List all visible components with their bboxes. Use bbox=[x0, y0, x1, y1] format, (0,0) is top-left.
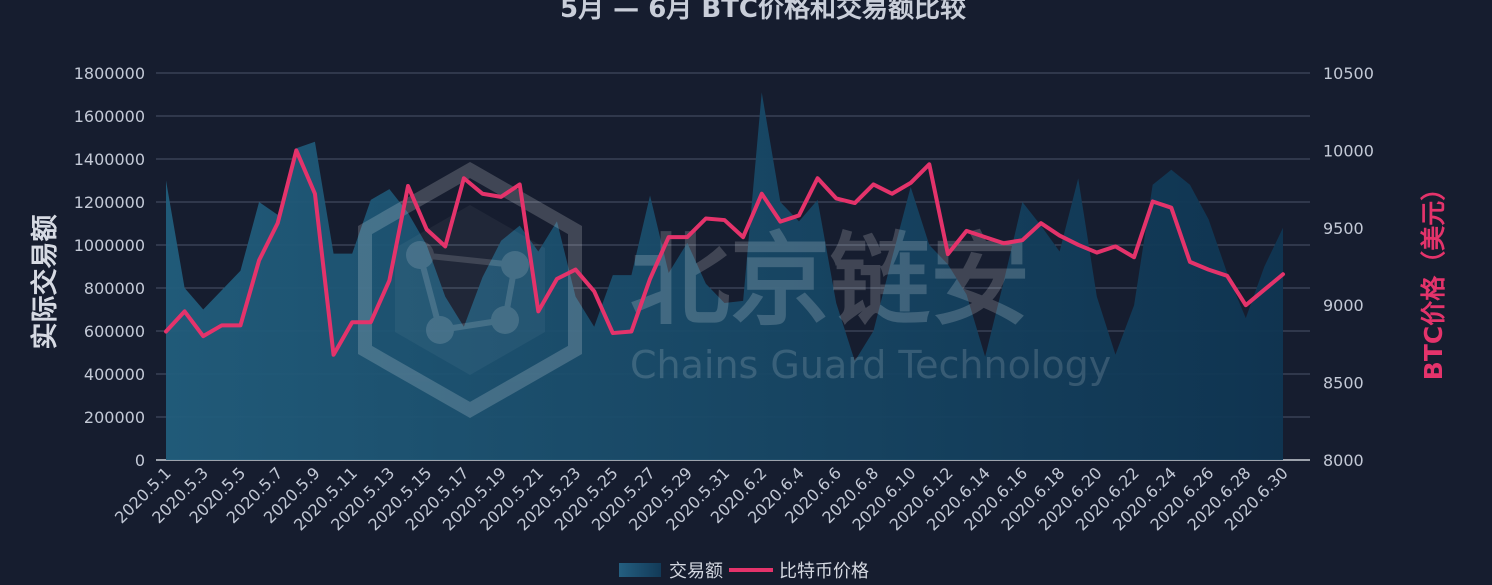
price-line-layer bbox=[164, 148, 1285, 357]
watermark-logo-icon bbox=[358, 161, 582, 419]
left-tick-label: 0 bbox=[135, 451, 145, 470]
right-tick-label: 10500 bbox=[1323, 64, 1374, 83]
left-tick-label: 1200000 bbox=[74, 193, 145, 212]
series-price-line bbox=[164, 148, 1285, 357]
left-tick-label: 1800000 bbox=[74, 64, 145, 83]
left-tick-label: 200000 bbox=[84, 408, 145, 427]
left-tick-label: 400000 bbox=[84, 365, 145, 384]
right-tick-label: 9500 bbox=[1323, 219, 1364, 238]
legend-label-price: 比特币价格 bbox=[779, 561, 869, 582]
legend[interactable]: 交易额 比特币价格 bbox=[619, 561, 869, 582]
left-tick-label: 1000000 bbox=[74, 236, 145, 255]
right-tick-label: 8500 bbox=[1323, 374, 1364, 393]
right-axis-ticks: 8000 8500 9000 9500 10000 10500 bbox=[1323, 64, 1374, 470]
right-tick-label: 8000 bbox=[1323, 451, 1364, 470]
left-tick-label: 1600000 bbox=[74, 107, 145, 126]
legend-label-volume: 交易额 bbox=[669, 561, 723, 582]
watermark-cn-text: 北京链安 bbox=[630, 222, 1030, 339]
watermark: 北京链安 Chains Guard Technology bbox=[358, 161, 1111, 419]
right-tick-label: 9000 bbox=[1323, 296, 1364, 315]
series-volume-area bbox=[166, 92, 1283, 460]
right-tick-label: 10000 bbox=[1323, 141, 1374, 160]
watermark-en-text: Chains Guard Technology bbox=[630, 343, 1111, 387]
chart-title: 5月 — 6月 BTC价格和交易额比较 bbox=[560, 0, 966, 24]
left-axis-ticks: 0 200000 400000 600000 800000 1000000 1200000 1… bbox=[74, 64, 145, 470]
left-tick-label: 1400000 bbox=[74, 150, 145, 169]
left-tick-label: 600000 bbox=[84, 322, 145, 341]
x-axis-ticks: 2020.5.12020.5.32020.5.52020.5.72020.5.9… bbox=[111, 463, 1292, 534]
left-tick-label: 800000 bbox=[84, 279, 145, 298]
volume-area-layer bbox=[166, 92, 1283, 460]
legend-swatch-volume bbox=[619, 563, 661, 577]
left-axis-title: 实际交易额 bbox=[29, 215, 61, 350]
right-axis-title: BTC价格（美元） bbox=[1419, 176, 1448, 380]
